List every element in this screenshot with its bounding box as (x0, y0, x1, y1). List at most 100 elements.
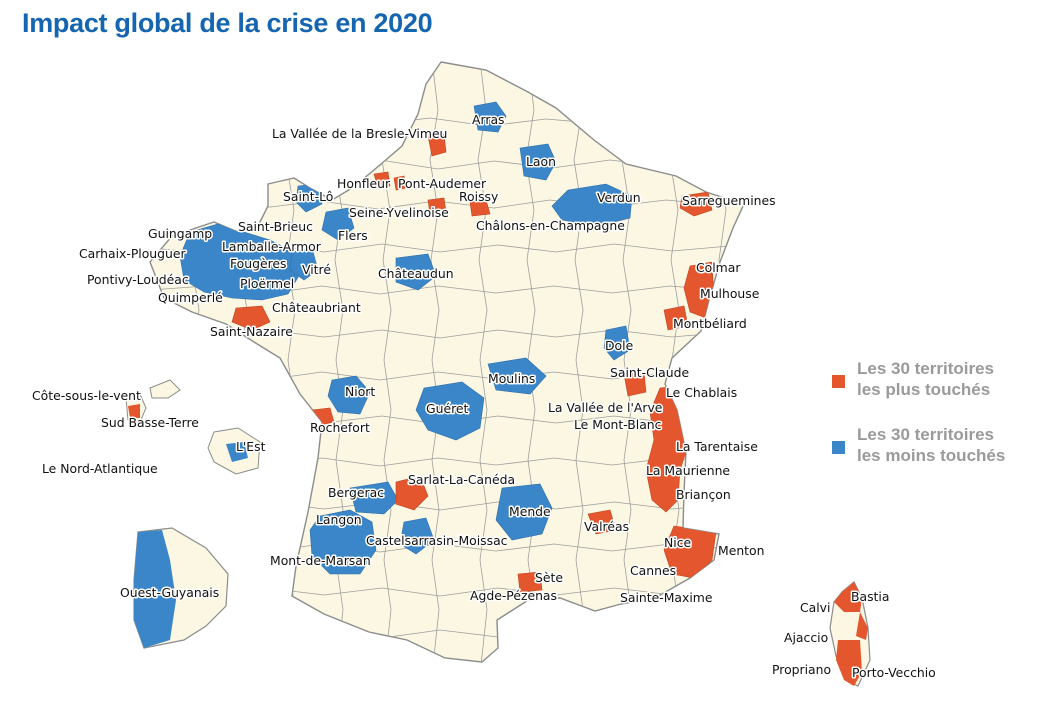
region-sarlat (395, 475, 429, 511)
label-sarreguemines: Sarreguemines (682, 193, 776, 208)
french-guiana (133, 527, 229, 649)
label-lest: L'Est (236, 439, 266, 454)
label-carhaix: Carhaix-Plouguer (79, 246, 187, 261)
legend-label-most: Les 30 territoires les plus touchés (857, 358, 994, 400)
region-castelsarrasin (399, 517, 435, 555)
label-pontivy: Pontivy-Loudéac (87, 272, 189, 287)
label-seine-yvelinoise: Seine-Yvelinoise (349, 205, 449, 220)
legend-least-line1: Les 30 territoires (857, 425, 995, 444)
region-valreas (587, 509, 617, 535)
label-nord-atlantique: Le Nord-Atlantique (42, 461, 158, 476)
region-sarreguemines (679, 191, 713, 217)
legend-swatch-least (832, 441, 845, 454)
label-mende: Mende (509, 504, 551, 519)
legend-most-affected: Les 30 territoires les plus touchés (832, 358, 994, 400)
label-roissy: Roissy (459, 189, 498, 204)
label-pont-audemer: Pont-Audemer (398, 176, 487, 191)
least-affected-regions (179, 101, 633, 575)
label-propriano: Propriano (772, 662, 831, 677)
label-ploermel: Ploërmel (240, 276, 294, 291)
label-gueret: Guéret (426, 401, 469, 416)
label-sete: Sète (535, 570, 563, 585)
label-mulhouse: Mulhouse (700, 286, 759, 301)
label-saint-brieuc: Saint-Brieuc (238, 219, 313, 234)
region-ouest-guyanais (134, 530, 176, 648)
label-agde: Agde-Pézenas (470, 588, 557, 603)
label-bergerac: Bergerac (328, 485, 384, 500)
region-saint-nazaire (231, 305, 271, 331)
legend-least-affected: Les 30 territoires les moins touchés (832, 424, 1005, 466)
map-title: Impact global de la crise en 2020 (22, 8, 433, 38)
label-valreas: Valréas (584, 519, 629, 534)
region-lest (226, 442, 248, 462)
legend-least-line2: les moins touchés (857, 446, 1006, 465)
label-sainte-maxime: Sainte-Maxime (620, 590, 712, 605)
label-arras: Arras (472, 112, 505, 127)
region-chateaudun (395, 253, 437, 291)
region-sud-basse-terre (128, 404, 140, 418)
region-brittany (179, 223, 301, 301)
label-quimperle: Quimperlé (158, 290, 223, 305)
label-nice: Nice (664, 535, 691, 550)
region-niort (327, 375, 371, 415)
label-sud-basse-terre: Sud Basse-Terre (101, 415, 199, 430)
legend-most-line1: Les 30 territoires (857, 359, 995, 378)
region-corsica-east (856, 612, 868, 640)
label-calvi: Calvi (800, 600, 830, 615)
region-verdun-chalons (551, 183, 633, 227)
legend-swatch-most (832, 375, 845, 388)
label-honfleur: Honfleur (337, 176, 391, 191)
label-ouest-guyanais: Ouest-Guyanais (120, 585, 219, 600)
region-corsica-north (834, 582, 862, 612)
corsica (829, 581, 871, 687)
region-pont-audemer (393, 175, 407, 191)
label-sarlat: Sarlat-La-Canéda (408, 472, 515, 487)
territory-labels: Arras La Vallée de la Bresle-Vimeu Laon … (31, 111, 938, 682)
label-porto-vecchio: Porto-Vecchio (852, 665, 936, 680)
guadeloupe (125, 379, 181, 423)
label-castelsarrasin: Castelsarrasin-Moissac (366, 533, 508, 548)
region-roissy (469, 199, 491, 217)
legend-label-least: Les 30 territoires les moins touchés (857, 424, 1005, 466)
label-saint-nazaire: Saint-Nazaire (210, 324, 293, 339)
label-fougeres: Fougères (230, 256, 287, 271)
legend-most-line2: les plus touchés (857, 380, 991, 399)
label-chateaudun: Châteaudun (378, 266, 454, 281)
label-menton: Menton (718, 543, 764, 558)
region-sete-agde (517, 571, 543, 593)
label-laon: Laon (526, 154, 556, 169)
label-guingamp: Guingamp (148, 226, 212, 241)
region-arras (473, 101, 507, 133)
label-niort: Niort (345, 384, 375, 399)
region-bergerac (349, 481, 399, 515)
label-chablais: Le Chablais (666, 385, 737, 400)
label-moulins: Moulins (488, 371, 535, 386)
label-rochefort: Rochefort (310, 420, 370, 435)
label-ajaccio: Ajaccio (784, 630, 828, 645)
label-bastia: Bastia (851, 589, 889, 604)
label-chateaubriant: Châteaubriant (272, 300, 361, 315)
label-langon: Langon (316, 512, 362, 527)
label-vallee-arve: La Vallée de l'Arve (548, 400, 662, 415)
label-cannes: Cannes (630, 563, 676, 578)
region-flers (321, 207, 355, 241)
label-chalons: Châlons-en-Champagne (476, 218, 625, 233)
label-colmar: Colmar (696, 260, 741, 275)
region-gueret (415, 381, 485, 441)
region-seine-yvelinoise (427, 197, 447, 215)
region-mende (495, 483, 553, 541)
region-corsica-south (836, 640, 862, 686)
label-vitre: Vitré (302, 262, 331, 277)
region-honfleur (373, 171, 391, 189)
label-mont-blanc: Le Mont-Blanc (574, 417, 662, 432)
region-saint-claude (623, 371, 647, 397)
region-moulins (487, 357, 547, 395)
region-vitre (289, 247, 319, 281)
region-montbeliard (663, 305, 689, 331)
label-cote-sous-le-vent: Côte-sous-le-vent (32, 388, 141, 403)
label-saint-claude: Saint-Claude (610, 365, 689, 380)
label-dole: Dole (605, 338, 633, 353)
label-verdun: Verdun (597, 190, 641, 205)
label-lamballe: Lamballe-Armor (222, 239, 322, 254)
